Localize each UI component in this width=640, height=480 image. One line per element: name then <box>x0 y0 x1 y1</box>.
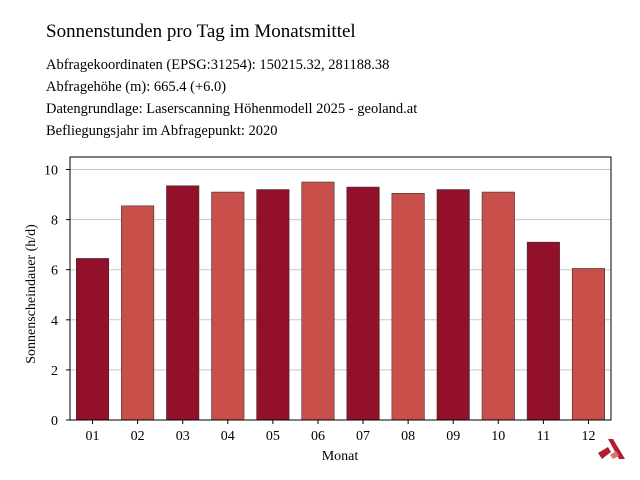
bar-month-07 <box>346 186 380 421</box>
query-coordinates: Abfragekoordinaten (EPSG:31254): 150215.… <box>46 57 390 73</box>
chart-title: Sonnenstunden pro Tag im Monatsmittel <box>46 21 356 42</box>
bar-month-05 <box>256 189 290 421</box>
x-tick-label: 12 <box>581 429 595 444</box>
survey-year: Befliegungsjahr im Abfragepunkt: 2020 <box>46 123 278 139</box>
x-tick-label: 10 <box>491 429 505 444</box>
y-axis-label: Sonnenscheindauer (h/d) <box>24 224 39 364</box>
bar-month-04 <box>211 191 245 421</box>
x-tick-label: 06 <box>311 429 325 444</box>
x-tick-label: 05 <box>266 429 280 444</box>
plot-frame <box>69 156 612 421</box>
bar-month-08 <box>391 193 425 421</box>
y-tick-label: 6 <box>51 264 58 279</box>
bar-month-01 <box>76 258 110 421</box>
y-tick-label: 2 <box>51 364 58 379</box>
x-tick-label: 07 <box>356 429 370 444</box>
y-tick-label: 0 <box>51 414 58 429</box>
bar-month-06 <box>301 181 335 421</box>
data-source: Datengrundlage: Laserscanning Höhenmodel… <box>46 101 418 117</box>
bar-month-09 <box>436 189 470 421</box>
x-tick-label: 11 <box>537 429 550 444</box>
bar-month-12 <box>571 268 605 421</box>
x-axis-label: Monat <box>322 449 359 464</box>
bar-month-02 <box>121 205 155 421</box>
bar-month-10 <box>481 191 515 421</box>
x-tick-label: 02 <box>131 429 145 444</box>
bar-month-03 <box>166 185 200 421</box>
y-tick-label: 8 <box>51 214 58 229</box>
query-elevation: Abfragehöhe (m): 665.4 (+6.0) <box>46 79 227 95</box>
x-tick-label: 09 <box>446 429 460 444</box>
bar-month-11 <box>526 241 560 421</box>
geo-logo-icon <box>598 439 625 459</box>
y-tick-label: 4 <box>51 314 58 329</box>
x-tick-label: 08 <box>401 429 415 444</box>
x-tick-label: 03 <box>176 429 190 444</box>
x-tick-label: 01 <box>86 429 100 444</box>
x-tick-label: 04 <box>221 429 235 444</box>
y-tick-label: 10 <box>44 164 58 179</box>
